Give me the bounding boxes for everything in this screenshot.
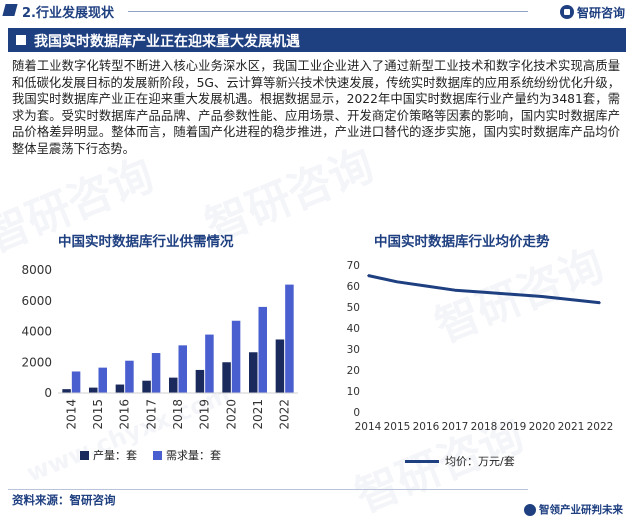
y-tick-label: 20 [347, 365, 360, 377]
section-header: 2.行业发展现状 智研咨询 [0, 0, 633, 24]
x-tick-label: 2014 [355, 421, 382, 433]
source-note: 资料来源：智研咨询 [12, 493, 116, 507]
y-tick-label: 0 [353, 407, 360, 419]
bar-demand [151, 353, 161, 393]
x-tick-label: 2020 [529, 421, 556, 433]
brand: 智研咨询 [559, 3, 625, 21]
legend-label-production: 产量：套 [93, 449, 137, 462]
footer-brand: 智领产业研判未来 [524, 502, 623, 517]
y-tick-label: 0 [44, 386, 52, 400]
y-tick-label: 30 [347, 344, 360, 356]
price-point [454, 289, 456, 291]
brand-logo-icon [559, 5, 574, 19]
x-tick-label: 2019 [198, 399, 212, 430]
x-tick-label: 2018 [471, 421, 498, 433]
bar-production [275, 339, 285, 393]
footer-rule [8, 489, 528, 490]
x-tick-label: 2022 [278, 399, 292, 430]
legend-swatch-price [405, 459, 439, 463]
header-rule [128, 11, 528, 12]
price-series-line [367, 274, 601, 305]
legend-swatch-demand [153, 450, 162, 460]
y-tick-label: 4000 [21, 325, 52, 339]
line-legend: 均价：万元/套 [405, 453, 515, 469]
x-tick-label: 2017 [442, 421, 469, 433]
x-tick-label: 2020 [224, 399, 238, 430]
bar-production [142, 380, 151, 393]
x-tick-label: 2016 [118, 399, 132, 430]
bar-demand [71, 371, 81, 393]
legend-label-demand: 需求量：套 [166, 449, 221, 462]
bar-demand [178, 345, 187, 393]
price-point [396, 281, 398, 283]
price-point [599, 302, 601, 304]
legend-swatch-production [80, 450, 89, 460]
price-point [367, 274, 369, 277]
bar-demand [231, 320, 241, 393]
y-tick-label: 70 [347, 260, 360, 272]
bar-demand [285, 284, 294, 393]
supply-demand-chart-title: 中国实时数据库行业供需情况 [58, 234, 234, 250]
y-tick-label: 10 [347, 386, 360, 398]
x-tick-label: 2022 [587, 421, 614, 433]
y-tick-label: 40 [347, 323, 360, 335]
bar-production [222, 362, 231, 393]
y-tick-label: 8000 [21, 263, 52, 277]
price-point [425, 285, 427, 287]
x-tick-label: 2014 [64, 399, 78, 430]
banner-square-icon [16, 35, 26, 45]
x-tick-label: 2015 [91, 399, 105, 430]
brand-name: 智研咨询 [576, 5, 625, 20]
price-point [483, 291, 485, 294]
bar-demand [125, 360, 134, 393]
y-tick-label: 50 [347, 302, 360, 314]
bar-demand [258, 306, 267, 393]
x-tick-label: 2016 [413, 421, 440, 433]
headline-banner: 我国实时数据库产业正在迎来重大发展机遇 [8, 28, 626, 52]
bar-demand [205, 334, 214, 393]
footer-logo-icon [524, 503, 536, 516]
supply-demand-bar-chart: 0 2000 4000 6000 8000 2014 2015 2016 2017 2018 201… [21, 263, 298, 430]
y-tick-label: 60 [347, 281, 360, 293]
x-tick-label: 2017 [144, 399, 158, 430]
bar-production [115, 384, 125, 393]
bar-legend: 产量：套 需求量：套 [80, 447, 221, 463]
section-marker-icon [2, 4, 18, 16]
bar-production [249, 352, 258, 393]
legend-label-price: 均价：万元/套 [445, 455, 515, 468]
price-point [570, 298, 572, 301]
headline-title: 我国实时数据库产业正在迎来重大发展机遇 [34, 34, 300, 50]
y-tick-label: 6000 [21, 294, 52, 308]
price-point [512, 293, 514, 296]
bar-production [62, 389, 71, 393]
x-tick-label: 2018 [171, 399, 185, 430]
price-point [541, 295, 543, 298]
bar-production [169, 377, 178, 393]
x-tick-label: 2015 [384, 421, 411, 433]
footer-tagline: 智领产业研判未来 [539, 504, 623, 516]
x-tick-label: 2021 [251, 399, 265, 430]
price-chart-title: 中国实时数据库行业均价走势 [374, 234, 550, 250]
bar-demand [98, 367, 107, 393]
body-paragraph: 随着工业数字化转型不断进入核心业务深水区，我国工业企业进入了通过新型工业技术和数… [12, 59, 620, 156]
section-title: 2.行业发展现状 [22, 6, 114, 21]
bar-production [195, 369, 205, 393]
bar-production [89, 387, 98, 393]
x-tick-label: 2019 [500, 421, 527, 433]
x-tick-label: 2021 [558, 421, 585, 433]
y-tick-label: 2000 [21, 355, 52, 369]
